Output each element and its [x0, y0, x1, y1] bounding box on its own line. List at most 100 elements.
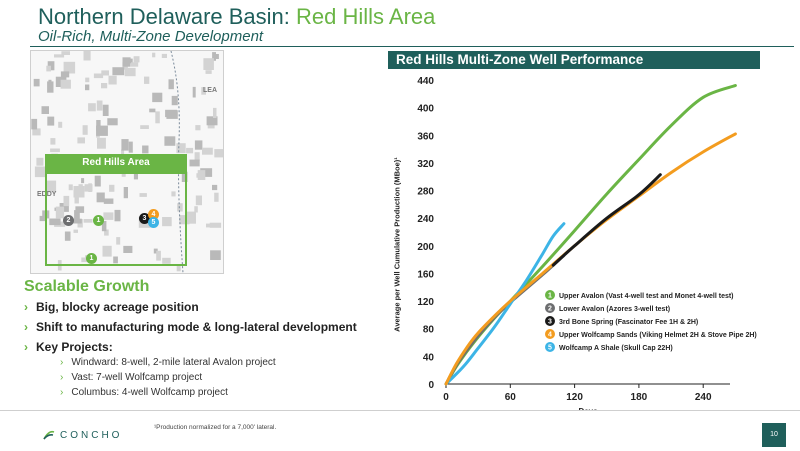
lease-block	[212, 184, 218, 191]
y-tick-label: 400	[417, 104, 434, 115]
lease-block	[108, 75, 117, 85]
footer-bar	[0, 410, 800, 451]
lease-block	[181, 171, 188, 182]
lease-block	[36, 157, 44, 166]
lease-block	[171, 95, 178, 106]
lease-block	[55, 206, 65, 219]
lease-block	[48, 79, 52, 90]
lease-block	[194, 140, 203, 150]
series-line-4	[444, 132, 737, 386]
lease-block	[197, 170, 206, 180]
map-marker-4: 4	[148, 209, 159, 220]
legend-marker-4	[545, 329, 555, 339]
lease-block	[152, 52, 156, 58]
legend-entry-3: 3rd Bone Spring (Fascinator Fee 1H & 2H)	[559, 319, 698, 326]
y-tick-label: 120	[417, 297, 434, 308]
lease-block	[161, 53, 167, 58]
growth-bullet: › Key Projects:	[24, 340, 113, 354]
lease-block	[165, 109, 177, 118]
lease-block	[140, 125, 149, 129]
lease-block	[104, 229, 109, 236]
chevron-right-icon: ›	[60, 387, 64, 398]
legend-marker-number: 3	[548, 319, 552, 326]
lease-block	[50, 138, 56, 145]
x-tick-label: 60	[505, 392, 517, 403]
lease-block	[155, 111, 160, 124]
project-sub-bullet: › Windward: 8-well, 2-mile lateral Avalon…	[60, 357, 276, 368]
map-marker-2: 2	[63, 215, 74, 226]
y-tick-label: 360	[417, 131, 434, 142]
lease-block	[114, 209, 121, 222]
lease-block	[85, 77, 90, 83]
lease-block	[124, 67, 136, 77]
county-label-lea: LEA	[203, 87, 217, 94]
lease-block	[121, 171, 126, 177]
lease-block	[101, 221, 107, 232]
lease-block	[101, 70, 109, 76]
lease-block	[60, 79, 71, 89]
lease-block	[41, 106, 49, 114]
lease-block	[153, 248, 158, 254]
lease-block	[73, 229, 78, 233]
lease-block	[194, 206, 198, 213]
lease-block	[31, 118, 38, 130]
lease-block	[133, 56, 140, 63]
map-background	[31, 51, 223, 273]
chevron-right-icon: ›	[24, 300, 28, 314]
lease-block	[75, 206, 85, 213]
map-marker-3: 3	[139, 213, 150, 224]
lease-block	[47, 116, 55, 126]
lease-block	[179, 215, 190, 225]
lease-block	[149, 108, 156, 113]
lease-block	[202, 147, 213, 155]
lease-block	[77, 137, 85, 144]
lease-block	[152, 92, 163, 103]
lease-block	[103, 198, 114, 204]
lease-block	[189, 159, 200, 167]
lease-block	[212, 52, 216, 61]
lease-block	[78, 184, 83, 188]
lease-block	[102, 104, 109, 116]
lease-block	[59, 203, 69, 212]
page-number: 10	[762, 423, 786, 447]
lease-block	[133, 172, 138, 180]
lease-block	[113, 256, 118, 264]
lease-block	[121, 139, 129, 151]
lease-block	[68, 184, 73, 191]
concho-logo-icon	[43, 430, 55, 440]
x-axis-label: Days	[578, 407, 598, 412]
lease-block	[64, 231, 71, 241]
lease-block	[33, 78, 40, 87]
y-tick-label: 320	[417, 159, 434, 170]
legend-marker-3	[545, 316, 555, 326]
project-sub-bullet: › Columbus: 4-well Wolfcamp project	[60, 387, 228, 398]
chevron-right-icon: ›	[24, 340, 28, 354]
lease-block	[63, 61, 76, 74]
lease-block	[32, 128, 41, 136]
lease-block	[176, 264, 181, 272]
lease-block	[34, 166, 46, 178]
lease-block	[116, 237, 121, 245]
lease-block	[83, 51, 91, 61]
lease-block	[176, 143, 186, 154]
lease-block	[128, 141, 133, 153]
y-tick-label: 80	[423, 325, 435, 336]
lease-block	[162, 217, 172, 227]
lease-block	[139, 193, 147, 197]
series-line-5	[444, 222, 566, 386]
lease-block	[102, 245, 112, 257]
project-sub-bullet: › Vast: 7-well Wolfcamp project	[60, 372, 203, 383]
lease-block	[74, 210, 80, 222]
county-boundary	[170, 51, 184, 273]
lease-block	[61, 51, 70, 55]
lease-block	[121, 149, 125, 159]
red-hills-area-outline	[45, 172, 187, 266]
lease-block	[192, 86, 196, 98]
lease-block	[144, 76, 150, 84]
lease-block	[168, 79, 174, 90]
scalable-growth-heading: Scalable Growth	[24, 278, 150, 295]
y-tick-label: 280	[417, 187, 434, 198]
series-line-3	[551, 173, 662, 267]
chevron-right-icon: ›	[60, 372, 64, 383]
lease-block	[60, 71, 70, 78]
